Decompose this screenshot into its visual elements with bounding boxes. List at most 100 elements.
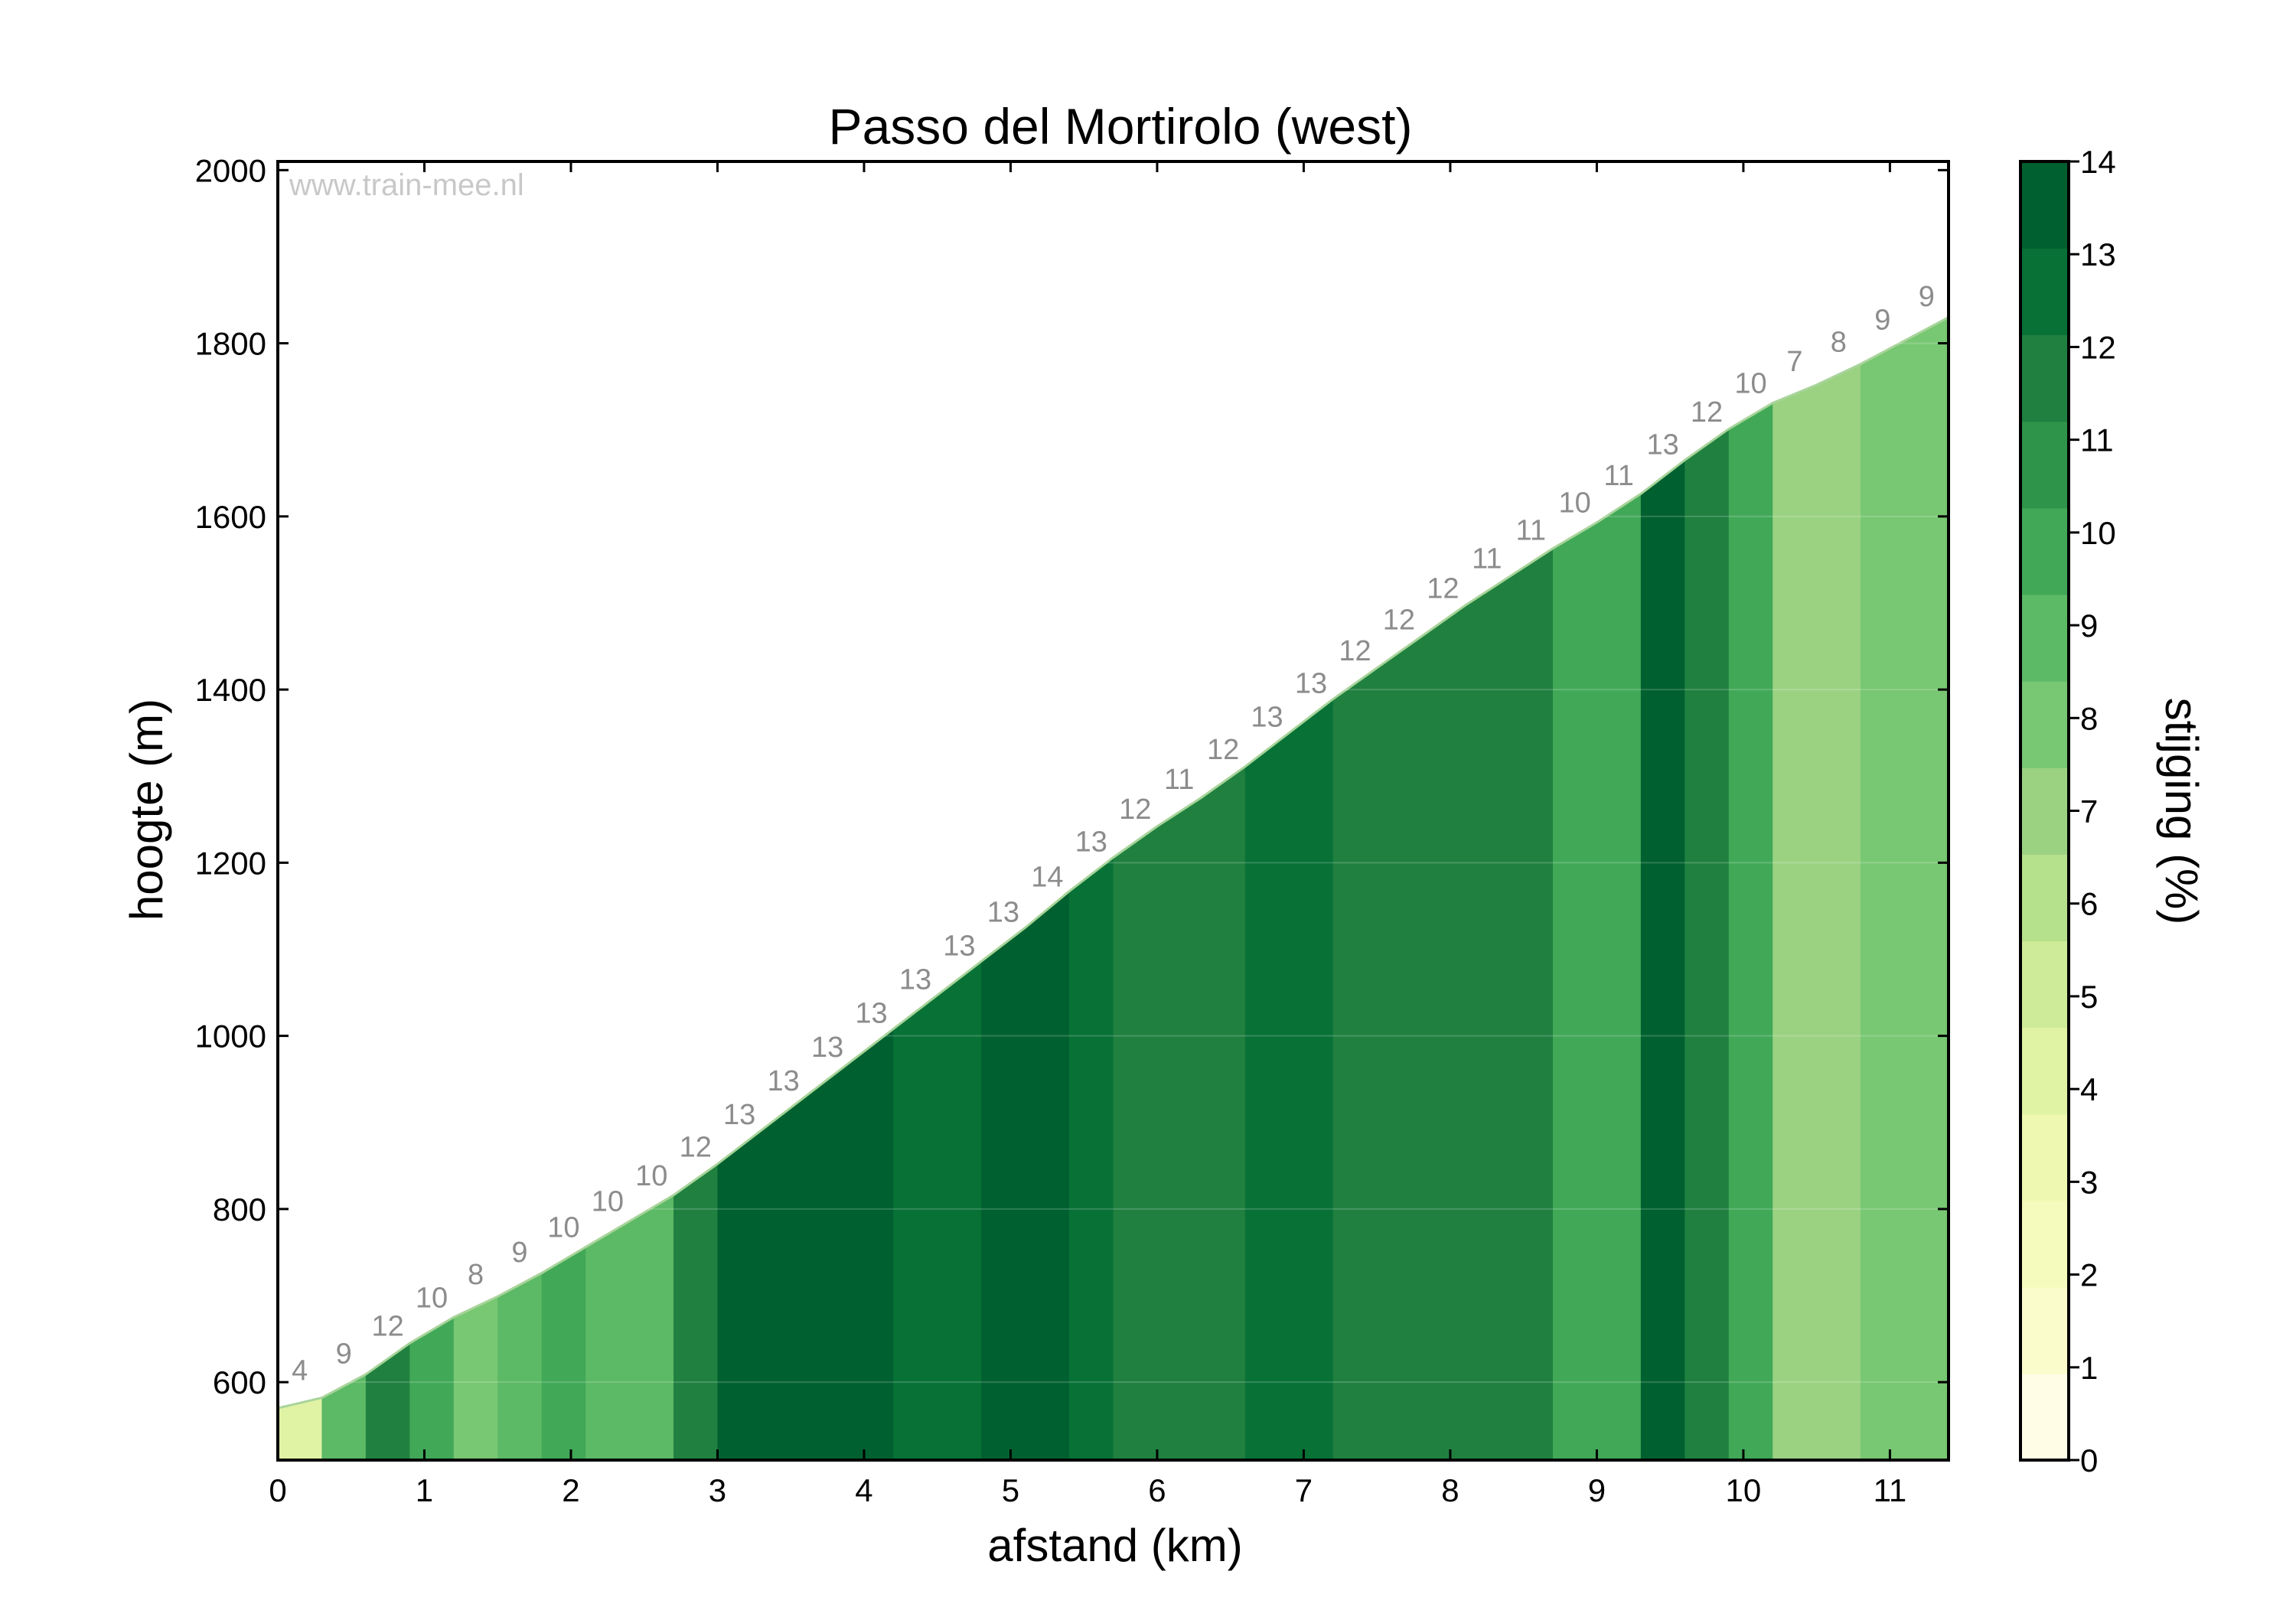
grade-label: 13 [723, 1099, 755, 1131]
colorbar-tick-label: 7 [2080, 794, 2098, 830]
grade-label: 12 [1119, 794, 1151, 826]
grade-label: 12 [1383, 604, 1415, 636]
grade-label: 12 [371, 1311, 403, 1343]
colorbar-swatch [2020, 161, 2069, 249]
colorbar-tick-label: 1 [2080, 1350, 2098, 1386]
grade-label: 10 [635, 1160, 667, 1192]
grade-labels: 4912108910101012131313131313131413121112… [292, 281, 1935, 1387]
y-tick-label: 1600 [195, 499, 266, 535]
colorbar-swatch [2020, 1200, 2069, 1288]
colorbar-swatch [2020, 248, 2069, 336]
grade-label: 13 [987, 896, 1019, 928]
grade-label: 13 [1075, 826, 1107, 859]
y-axis-ticks: 600 800 1000 1200 1400 1600 1800 2000 [195, 152, 1949, 1400]
plot-frame [276, 160, 1950, 1462]
gradient-band [1861, 161, 1949, 1460]
colorbar-tick-label: 13 [2080, 236, 2116, 272]
colorbar-label: stijging (%) [2156, 698, 2207, 925]
colorbar-tick-label: 9 [2080, 608, 2098, 644]
watermark: www.train-mee.nl [289, 168, 524, 202]
grade-label: 12 [1339, 635, 1371, 667]
colorbar-tick-label: 2 [2080, 1257, 2098, 1293]
y-tick-label: 1400 [195, 672, 266, 708]
colorbar-tick-label: 4 [2080, 1071, 2098, 1107]
grade-label: 13 [1295, 668, 1327, 700]
x-axis-ticks: 0 1 2 3 4 5 6 7 8 9 10 11 [269, 161, 1906, 1508]
grade-label: 13 [1646, 429, 1678, 461]
grade-label: 12 [1691, 396, 1723, 429]
x-tick-label: 10 [1726, 1472, 1762, 1508]
colorbar-tick-label: 6 [2080, 886, 2098, 922]
x-tick-label: 9 [1588, 1472, 1606, 1508]
y-tick-label: 600 [213, 1364, 266, 1400]
grade-label: 13 [1251, 702, 1283, 734]
grade-label: 9 [336, 1338, 352, 1370]
colorbar-swatch [2020, 1373, 2069, 1461]
colorbar-tick-label: 3 [2080, 1164, 2098, 1200]
y-tick-label: 1800 [195, 326, 266, 362]
grade-label: 10 [592, 1186, 624, 1218]
grade-label: 7 [1786, 346, 1802, 378]
grade-label: 12 [680, 1131, 712, 1163]
x-axis-label: afstand (km) [987, 1520, 1242, 1571]
profile-line [277, 316, 1949, 1410]
colorbar [2020, 161, 2069, 1461]
gridlines-overlay [278, 169, 1949, 1384]
colorbar-swatch [2020, 767, 2069, 855]
colorbar-tick-label: 0 [2080, 1442, 2098, 1478]
x-tick-label: 2 [562, 1472, 579, 1508]
colorbar-swatch [2020, 507, 2069, 595]
x-tick-label: 7 [1295, 1472, 1313, 1508]
colorbar-swatch [2020, 1286, 2069, 1374]
grade-label: 13 [811, 1032, 843, 1064]
x-tick-label: 4 [855, 1472, 872, 1508]
grade-label: 10 [416, 1282, 448, 1314]
colorbar-tick-label: 8 [2080, 700, 2098, 736]
grade-label: 10 [547, 1212, 579, 1244]
colorbar-swatch [2020, 1113, 2069, 1201]
y-tick-label: 2000 [195, 152, 266, 188]
x-tick-label: 5 [1002, 1472, 1019, 1508]
colorbar-swatch [2020, 594, 2069, 682]
colorbar-swatch [2020, 940, 2069, 1028]
x-tick-label: 8 [1441, 1472, 1459, 1508]
grade-label: 8 [468, 1259, 484, 1291]
x-tick-label: 0 [269, 1472, 286, 1508]
area-mask [278, 160, 1949, 1409]
grade-label: 14 [1031, 861, 1063, 893]
colorbar-tick-label: 11 [2080, 422, 2114, 458]
x-tick-label: 3 [709, 1472, 726, 1508]
grade-label: 13 [899, 964, 931, 996]
colorbar-tick-label: 14 [2080, 144, 2116, 180]
chart-title: Passo del Mortirolo (west) [829, 98, 1413, 155]
grade-label: 10 [1559, 487, 1591, 520]
y-tick-label: 1000 [195, 1019, 266, 1054]
grade-label: 9 [511, 1237, 527, 1269]
grade-label: 11 [1164, 764, 1194, 796]
grade-label: 13 [943, 930, 975, 962]
colorbar-swatch [2020, 421, 2069, 509]
colorbar-tick-label: 12 [2080, 329, 2116, 365]
grade-label: 9 [1874, 304, 1890, 336]
colorbar-swatch [2020, 1027, 2069, 1115]
x-tick-label: 11 [1874, 1472, 1907, 1508]
colorbar-swatch [2020, 854, 2069, 941]
grade-label: 4 [292, 1354, 308, 1387]
colorbar-tick-label: 10 [2080, 515, 2116, 551]
grade-label: 9 [1919, 281, 1935, 313]
colorbar-swatch [2020, 334, 2069, 422]
y-tick-label: 800 [213, 1191, 266, 1227]
grade-label: 11 [1603, 460, 1633, 492]
y-tick-label: 1200 [195, 845, 266, 881]
y-axis-label: hoogte (m) [121, 699, 172, 921]
grade-label: 13 [855, 998, 887, 1030]
grade-label: 11 [1472, 543, 1502, 575]
grade-label: 12 [1207, 734, 1239, 766]
grade-label: 11 [1516, 514, 1546, 546]
x-tick-label: 6 [1148, 1472, 1166, 1508]
colorbar-swatch [2020, 680, 2069, 768]
grade-label: 8 [1831, 326, 1847, 358]
colorbar-tick-label: 5 [2080, 979, 2098, 1015]
